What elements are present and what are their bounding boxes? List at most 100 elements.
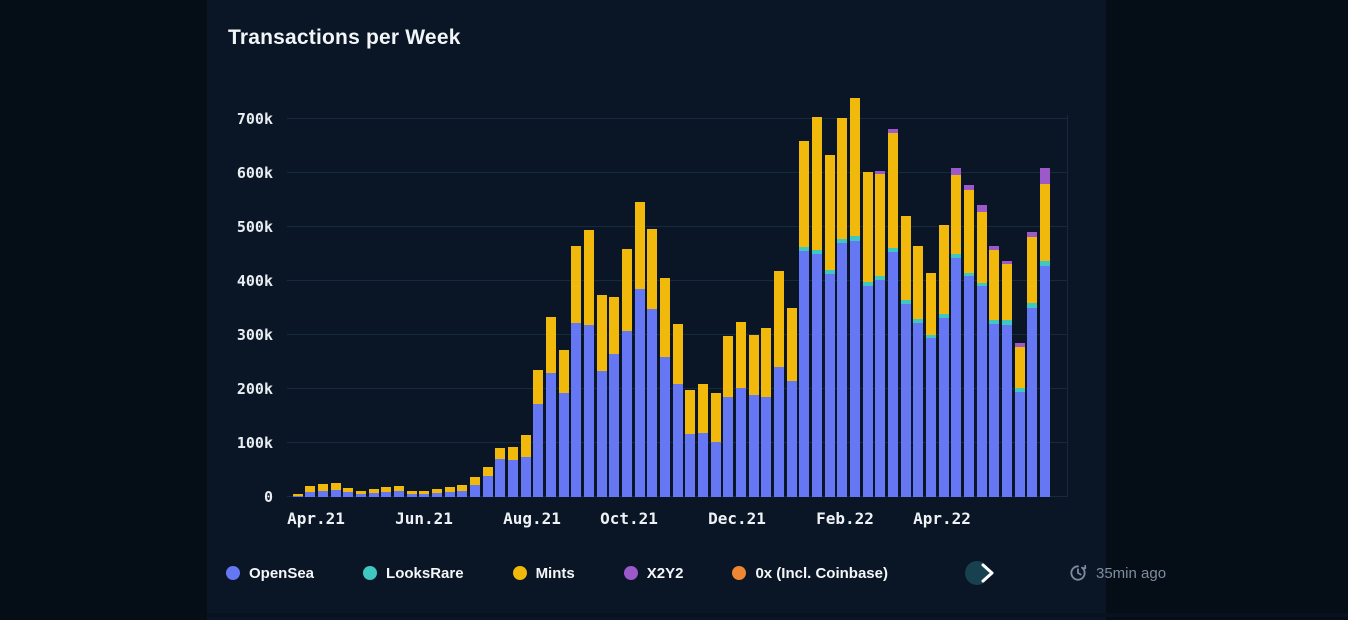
legend-scroll-right-button[interactable] (964, 560, 1001, 586)
bar-segment-mints (862, 172, 873, 283)
bar-segment-looksrare (887, 248, 899, 252)
bar-week-38[interactable] (761, 327, 772, 497)
bar-week-43[interactable] (824, 154, 835, 497)
bar-segment-opensea (824, 273, 835, 497)
bar-week-53[interactable] (951, 168, 962, 497)
bar-week-14[interactable] (457, 484, 468, 497)
bar-week-11[interactable] (419, 490, 430, 497)
bar-week-58[interactable] (1014, 343, 1025, 497)
legend-item-label: LooksRare (386, 564, 464, 582)
bar-week-18[interactable] (507, 447, 519, 497)
bar-week-33[interactable] (697, 383, 709, 497)
bar-segment-mints (381, 486, 392, 492)
bar-week-32[interactable] (685, 390, 696, 497)
bar-week-57[interactable] (1001, 260, 1013, 497)
legend-item-x2y2[interactable]: X2Y2 (623, 564, 684, 582)
bar-week-47[interactable] (875, 170, 886, 497)
legend-dot (226, 566, 240, 580)
bar-segment-opensea (583, 325, 595, 497)
bar-week-40[interactable] (786, 308, 797, 497)
bar-week-28[interactable] (634, 201, 645, 497)
bar-segment-mints (799, 141, 810, 247)
bar-segment-opensea (685, 434, 696, 497)
bar-segment-opensea (723, 396, 734, 497)
bar-week-7[interactable] (368, 489, 379, 497)
legend-item-mints[interactable]: Mints (512, 564, 575, 582)
bar-week-48[interactable] (887, 129, 899, 497)
bar-week-12[interactable] (431, 489, 443, 497)
bar-week-46[interactable] (862, 172, 873, 497)
bar-week-16[interactable] (482, 467, 493, 497)
bar-segment-opensea (343, 492, 354, 497)
bar-week-27[interactable] (621, 248, 633, 497)
history-clock-icon (1070, 564, 1087, 581)
bar-segment-mints (824, 154, 835, 271)
bar-segment-looksrare (875, 276, 886, 280)
bar-week-34[interactable] (710, 393, 721, 497)
bar-segment-looksrare (1027, 302, 1038, 308)
bar-segment-mints (786, 308, 797, 381)
bar-week-21[interactable] (545, 317, 557, 497)
legend-item-looksrare[interactable]: LooksRare (363, 565, 464, 582)
bar-week-13[interactable] (444, 487, 455, 497)
bar-week-26[interactable] (609, 297, 620, 497)
legend-item-label: 0x (Incl. Coinbase) (755, 564, 888, 582)
bar-week-56[interactable] (989, 245, 1000, 497)
bar-segment-mints (913, 245, 924, 320)
bar-week-2[interactable] (305, 486, 316, 497)
bar-week-50[interactable] (913, 245, 924, 497)
bar-week-20[interactable] (533, 369, 544, 497)
bar-week-44[interactable] (837, 118, 848, 497)
bar-week-23[interactable] (571, 246, 582, 497)
legend-item-label: X2Y2 (646, 564, 684, 582)
bar-segment-opensea (786, 380, 797, 497)
bar-week-52[interactable] (938, 224, 949, 497)
bar-week-55[interactable] (976, 204, 987, 497)
bar-week-9[interactable] (393, 485, 405, 497)
bar-week-4[interactable] (330, 482, 341, 497)
bar-week-8[interactable] (381, 486, 392, 497)
bar-week-15[interactable] (469, 476, 481, 497)
bar-week-17[interactable] (495, 448, 506, 497)
bar-week-45[interactable] (849, 97, 861, 497)
bar-segment-opensea (938, 317, 949, 497)
bar-week-35[interactable] (723, 336, 734, 497)
x-tick-label-oct-21: Oct.21 (600, 509, 658, 528)
bar-segment-looksrare (913, 319, 924, 323)
bar-week-25[interactable] (596, 294, 607, 497)
bar-week-22[interactable] (558, 350, 569, 497)
bar-segment-mints (685, 390, 696, 435)
bar-week-3[interactable] (317, 483, 329, 497)
legend-item-label: Mints (535, 564, 575, 582)
bar-week-36[interactable] (735, 321, 747, 497)
legend-item-0x-incl-coinbase-[interactable]: 0x (Incl. Coinbase) (732, 565, 888, 582)
legend-dot (363, 566, 378, 580)
bar-week-30[interactable] (659, 278, 671, 497)
bar-segment-mints (457, 484, 468, 491)
bar-week-37[interactable] (748, 335, 759, 497)
legend-dot (732, 566, 747, 580)
bar-week-10[interactable] (406, 490, 417, 497)
bar-week-42[interactable] (811, 116, 823, 497)
bar-week-49[interactable] (900, 215, 911, 497)
bar-week-59[interactable] (1027, 231, 1038, 497)
x-tick-label-aug-21: Aug.21 (503, 509, 561, 528)
bar-week-54[interactable] (963, 184, 975, 497)
bar-week-6[interactable] (355, 490, 367, 497)
bar-segment-opensea (925, 337, 937, 497)
bar-week-5[interactable] (343, 487, 354, 497)
bar-segment-opensea (431, 493, 443, 497)
bar-week-1[interactable] (292, 493, 303, 497)
bar-week-19[interactable] (520, 434, 531, 497)
bar-week-41[interactable] (799, 141, 810, 497)
bar-week-60[interactable] (1039, 167, 1051, 497)
bar-week-29[interactable] (647, 229, 658, 497)
x-axis: Apr.21 Jun.21 Aug.21 Oct.21 Dec.21 Feb.22 Apr.… (207, 509, 1106, 531)
bar-week-39[interactable] (773, 271, 785, 497)
bar-week-24[interactable] (583, 230, 595, 497)
legend-item-opensea[interactable]: OpenSea (226, 565, 314, 582)
x-tick-label-feb-22: Feb.22 (816, 509, 874, 528)
bar-week-51[interactable] (925, 272, 937, 497)
bar-week-31[interactable] (672, 323, 683, 497)
gridline-500k (287, 226, 1068, 227)
